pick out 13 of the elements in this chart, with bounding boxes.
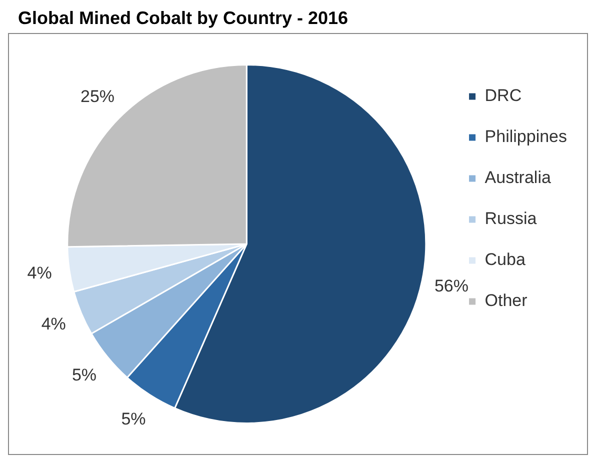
data-label: 4% — [27, 263, 52, 282]
data-label: 4% — [41, 314, 66, 334]
data-label: 56% — [434, 276, 468, 296]
chart-title: Global Mined Cobalt by Country - 2016 — [18, 8, 350, 29]
data-label: 5% — [72, 366, 97, 385]
legend-label: Cuba — [484, 250, 526, 270]
legend-label: Australia — [484, 168, 552, 188]
legend-label: Other — [484, 291, 528, 310]
legend-label: Philippines — [484, 127, 568, 146]
data-label: 5% — [121, 410, 146, 429]
legend-label: DRC — [484, 86, 522, 106]
data-label: 25% — [80, 86, 115, 106]
legend-label: Russia — [484, 209, 538, 228]
